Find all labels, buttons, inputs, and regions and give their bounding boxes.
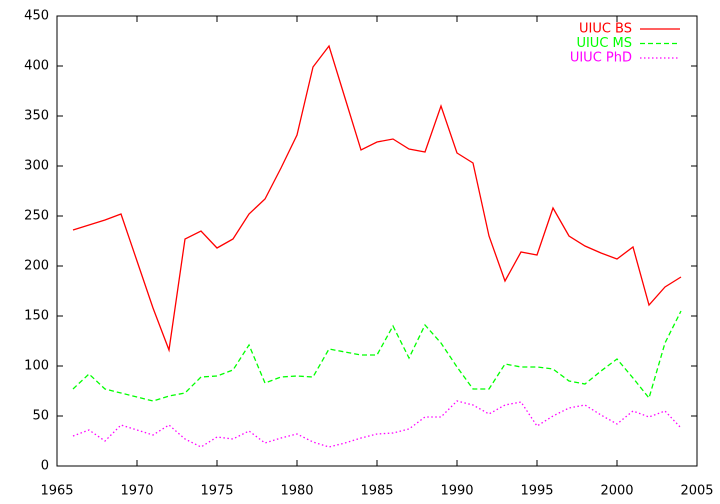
y-tick-label: 250 <box>24 209 49 224</box>
y-tick-label: 150 <box>24 309 49 324</box>
y-tick-label: 200 <box>24 259 49 274</box>
x-tick-label: 1985 <box>360 484 393 499</box>
x-tick-label: 1995 <box>520 484 553 499</box>
x-tick-label: 1970 <box>120 484 153 499</box>
x-tick-label: 1980 <box>280 484 313 499</box>
plot-frame <box>56 15 698 467</box>
x-tick-label: 2005 <box>680 484 713 499</box>
legend-label: UIUC MS <box>576 36 632 51</box>
legend-label: UIUC BS <box>579 22 632 37</box>
y-tick-label: 350 <box>24 109 49 124</box>
x-tick-label: 2000 <box>600 484 633 499</box>
series-line <box>72 310 682 402</box>
y-tick-label: 400 <box>24 59 49 74</box>
y-tick-label: 50 <box>32 409 49 424</box>
y-tick-label: 0 <box>41 459 49 474</box>
series-line <box>72 400 682 448</box>
y-tick-label: 100 <box>24 359 49 374</box>
x-tick-label: 1965 <box>40 484 73 499</box>
x-tick-label: 1990 <box>440 484 473 499</box>
legend-label: UIUC PhD <box>570 51 632 66</box>
x-tick-label: 1975 <box>200 484 233 499</box>
y-tick-label: 300 <box>24 159 49 174</box>
y-tick-label: 450 <box>24 9 49 24</box>
series-line <box>72 44 682 353</box>
